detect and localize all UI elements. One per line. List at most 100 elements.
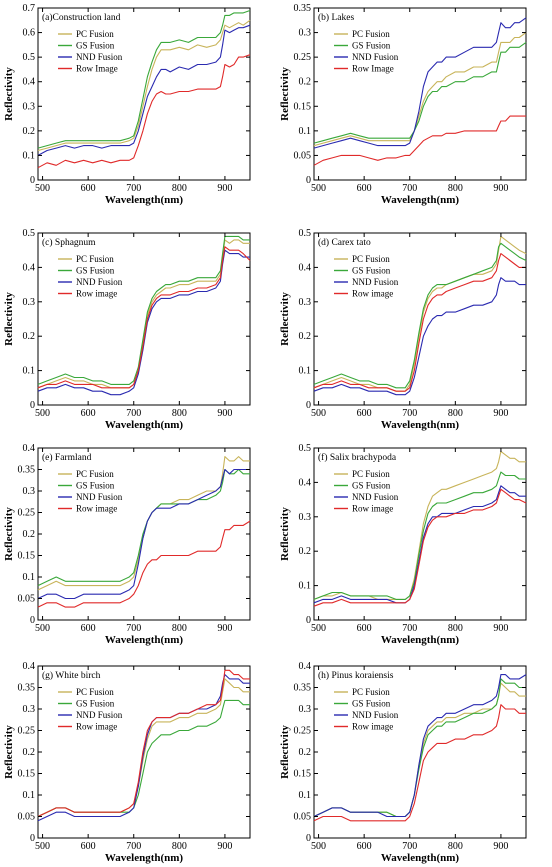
y-axis-label: Reflectivity — [279, 725, 291, 779]
y-tick-label: 0.2 — [23, 747, 36, 758]
legend-label: NND Fusion — [76, 492, 123, 502]
x-axis-label: Wavelength(nm) — [105, 419, 184, 431]
x-axis-label: Wavelength(nm) — [381, 419, 460, 431]
x-tick-label: 600 — [81, 841, 96, 852]
legend-label: PC Fusion — [352, 469, 390, 479]
x-axis-label: Wavelength(nm) — [105, 852, 184, 864]
y-axis-label: Reflectivity — [3, 507, 15, 561]
y-axis-label: Reflectivity — [279, 507, 291, 561]
panel-6: 500 600 700 800 900 0 0.1 0.2 0.3 0.4 0.5 (f) Salix… — [279, 443, 527, 646]
y-tick-label: 0 — [30, 175, 35, 186]
y-tick-label: 0 — [306, 175, 311, 186]
series-line-1 — [37, 239, 250, 389]
y-tick-label: 0.3 — [23, 297, 36, 308]
y-axis-label: Reflectivity — [279, 67, 291, 121]
y-tick-label: 0.1 — [299, 366, 312, 377]
y-axis-label: Reflectivity — [3, 67, 15, 121]
x-tick-label: 800 — [172, 183, 187, 194]
legend-label: PC Fusion — [76, 29, 114, 39]
legend-label: GS Fusion — [352, 699, 391, 709]
x-tick-label: 700 — [402, 841, 417, 852]
y-tick-label: 0.2 — [23, 126, 36, 137]
plot-frame — [313, 447, 527, 621]
x-tick-label: 600 — [81, 623, 96, 634]
series-line-3 — [37, 468, 250, 600]
y-tick-label: 0.05 — [18, 812, 36, 823]
y-axis-label: Reflectivity — [3, 725, 15, 779]
y-tick-label: 0.15 — [294, 769, 312, 780]
legend-label: GS Fusion — [76, 266, 115, 276]
x-tick-label: 500 — [311, 841, 326, 852]
y-tick-label: 0.1 — [23, 150, 36, 161]
legend-label: NND Fusion — [352, 277, 399, 287]
legend-label: PC Fusion — [76, 687, 114, 697]
series-line-4 — [313, 704, 526, 822]
x-tick-label: 600 — [357, 408, 372, 419]
series-line-4 — [37, 520, 251, 608]
y-tick-label: 0.2 — [23, 529, 36, 540]
panel-8: 500 600 700 800 900 0 0.05 0.1 0.15 0.2 0.25 0.3 0.3… — [279, 661, 527, 864]
y-tick-label: 0.1 — [299, 790, 312, 801]
y-tick-label: 0.3 — [299, 512, 312, 523]
legend-label: Row image — [352, 722, 393, 732]
series-line-2 — [313, 242, 527, 389]
y-tick-label: 0.5 — [23, 52, 36, 63]
y-tick-label: 0.1 — [23, 366, 36, 377]
series-line-3 — [313, 674, 527, 818]
x-tick-label: 700 — [402, 183, 417, 194]
plot-frame — [37, 7, 251, 181]
panel-7: 500 600 700 800 900 0 0.05 0.1 0.15 0.2 0.25 0.3 0.3… — [3, 661, 251, 864]
y-tick-label: 0.4 — [23, 443, 36, 454]
legend-label: PC Fusion — [76, 254, 114, 264]
legend-label: GS Fusion — [352, 41, 391, 51]
y-axis-label: Reflectivity — [279, 292, 291, 346]
series-line-3 — [37, 249, 250, 396]
y-tick-label: 0.4 — [23, 262, 36, 273]
legend-label: GS Fusion — [76, 481, 115, 491]
y-tick-label: 0 — [30, 833, 35, 844]
y-tick-label: 0.3 — [23, 704, 36, 715]
y-tick-label: 0.4 — [299, 477, 312, 488]
y-tick-label: 0.5 — [299, 443, 312, 454]
y-tick-label: 0.5 — [23, 228, 36, 239]
y-tick-label: 0.05 — [294, 812, 312, 823]
y-tick-label: 0.35 — [294, 3, 312, 14]
series-line-3 — [313, 17, 527, 149]
x-tick-label: 500 — [311, 623, 326, 634]
series-line-2 — [313, 471, 526, 600]
y-tick-label: 0.3 — [23, 486, 36, 497]
y-tick-label: 0.35 — [294, 683, 312, 694]
y-tick-label: 0.6 — [23, 28, 36, 39]
series-line-4 — [313, 488, 527, 607]
y-tick-label: 0.4 — [299, 262, 312, 273]
x-tick-label: 800 — [172, 408, 187, 419]
legend-label: PC Fusion — [352, 254, 390, 264]
y-tick-label: 0.25 — [294, 52, 312, 63]
series-line-2 — [37, 9, 251, 149]
y-tick-label: 0.2 — [299, 747, 312, 758]
series-line-2 — [313, 678, 526, 818]
series-line-4 — [37, 669, 250, 817]
y-tick-label: 0.5 — [299, 228, 312, 239]
y-axis-label: Reflectivity — [3, 292, 15, 346]
legend-label: NND Fusion — [352, 492, 399, 502]
legend-label: PC Fusion — [352, 29, 390, 39]
x-tick-label: 600 — [357, 841, 372, 852]
y-tick-label: 0.3 — [299, 704, 312, 715]
y-tick-label: 0.1 — [23, 572, 36, 583]
legend-label: NND Fusion — [352, 52, 399, 62]
plot-frame — [313, 7, 527, 181]
legend-label: PC Fusion — [352, 687, 390, 697]
panel-title: (d) Carex tato — [318, 237, 371, 248]
panel-1: 500 600 700 800 900 0 0.1 0.2 0.3 0.4 0.5 0.6 0.7 (a)… — [3, 3, 251, 206]
x-tick-label: 900 — [493, 408, 508, 419]
y-tick-label: 0.15 — [294, 101, 312, 112]
x-tick-label: 500 — [35, 183, 50, 194]
panel-4: 500 600 700 800 900 0 0.1 0.2 0.3 0.4 0.5 (d) Carex… — [279, 228, 527, 431]
x-tick-label: 700 — [402, 623, 417, 634]
legend-label: GS Fusion — [352, 266, 391, 276]
panel-title: (h) Pinus koraiensis — [318, 670, 394, 681]
plot-frame — [37, 232, 251, 406]
